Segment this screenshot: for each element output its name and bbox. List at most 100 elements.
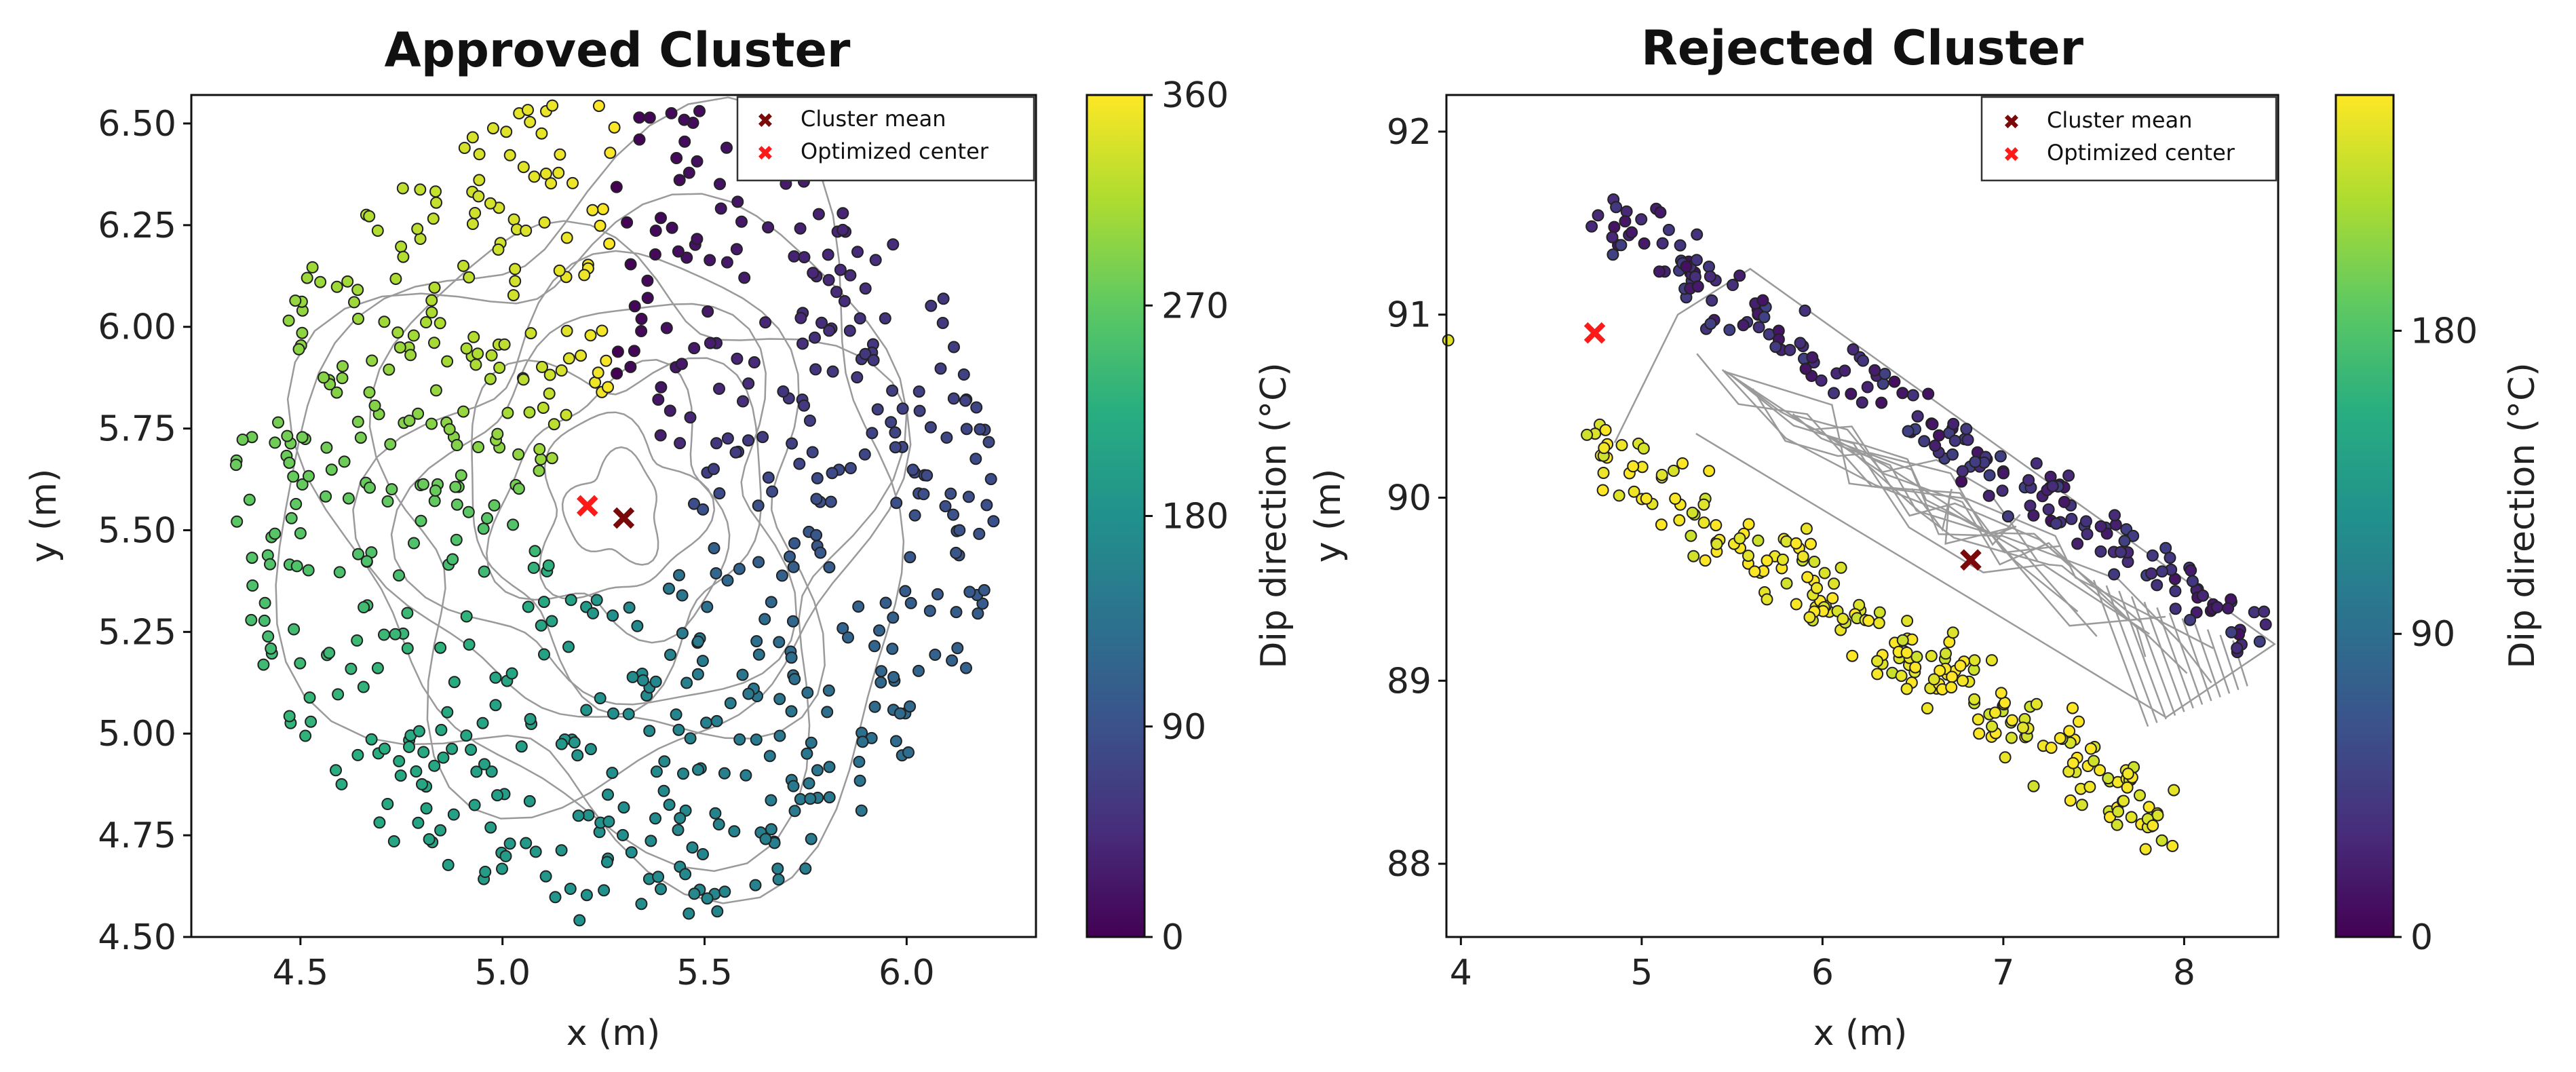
data-point [2185, 564, 2197, 577]
contour-line [2118, 590, 2167, 720]
data-point [733, 562, 746, 575]
data-point [1667, 464, 1680, 477]
data-point [446, 742, 459, 755]
data-point [684, 732, 697, 745]
data-point [1896, 387, 1909, 400]
data-point [678, 135, 691, 148]
data-point [874, 676, 887, 689]
data-point [412, 816, 425, 829]
data-point [886, 384, 899, 397]
data-point [520, 837, 533, 849]
data-point [351, 415, 364, 428]
data-point [1790, 537, 1803, 550]
data-point [414, 233, 427, 245]
colorbar-tick-label: 90 [1161, 707, 1206, 748]
data-point [982, 436, 995, 448]
data-point [628, 345, 640, 358]
data-point [492, 243, 505, 256]
data-point [466, 131, 479, 144]
data-point [937, 292, 950, 305]
data-point [1748, 565, 1761, 578]
data-point [533, 464, 545, 477]
data-point [2186, 575, 2199, 588]
rejected-colorbar-ticks: 0 90 180 [2394, 311, 2478, 958]
data-point [450, 533, 463, 546]
data-point [441, 706, 454, 719]
data-point [1956, 465, 1969, 478]
optimized-center-marker [1583, 322, 1606, 344]
data-point [1710, 537, 1723, 550]
data-point [1988, 706, 2001, 719]
data-point [1758, 311, 1771, 324]
data-point [489, 671, 502, 684]
data-point [607, 707, 619, 720]
contour-line [1721, 368, 2166, 627]
data-point [371, 225, 384, 237]
data-point [283, 710, 296, 723]
data-point [1968, 693, 1981, 706]
data-point [246, 579, 259, 592]
data-point [953, 524, 966, 537]
data-point [628, 300, 641, 313]
data-point [395, 240, 408, 253]
data-point [302, 564, 315, 577]
rejected-contours [1613, 267, 2276, 727]
data-point [972, 607, 984, 620]
data-point [2155, 834, 2168, 847]
data-point [429, 384, 442, 397]
data-point [1592, 209, 1604, 222]
data-point [460, 610, 473, 623]
data-point [868, 640, 881, 653]
data-point [560, 408, 573, 421]
contour-line [1830, 436, 2079, 613]
data-point [1697, 516, 1710, 529]
data-point [571, 749, 584, 762]
contour-line [2092, 579, 2149, 727]
data-point [2211, 600, 2224, 613]
data-point [752, 499, 765, 512]
data-point [1873, 606, 1886, 619]
data-point [572, 809, 585, 822]
data-point [1656, 237, 1669, 250]
data-point [798, 399, 811, 412]
data-point [962, 491, 975, 503]
data-point [600, 354, 613, 367]
data-point [330, 764, 342, 777]
data-point [582, 809, 595, 822]
data-point [1902, 425, 1915, 438]
data-point [1655, 518, 1668, 531]
data-point [580, 889, 593, 902]
data-point [428, 337, 440, 349]
approved-colorbar-bar [1085, 94, 1146, 938]
data-point [2164, 552, 2176, 564]
data-point [822, 684, 835, 697]
x-tick-label: 5 [1630, 953, 1653, 993]
x-tick-label: 4.5 [272, 953, 328, 993]
data-point [493, 362, 506, 374]
data-point [873, 624, 885, 637]
data-point [917, 488, 930, 501]
data-point [750, 733, 763, 746]
data-point [834, 263, 847, 276]
data-point [748, 356, 761, 368]
data-point [1653, 265, 1666, 278]
data-point [1811, 581, 1823, 594]
data-point [664, 404, 676, 417]
data-point [2259, 618, 2272, 631]
data-point [481, 512, 493, 524]
y-tick-label: 88 [1387, 844, 1431, 885]
data-point [1686, 506, 1699, 519]
data-point [893, 707, 906, 720]
data-point [412, 407, 425, 420]
data-point [2050, 517, 2062, 530]
data-point [385, 483, 398, 496]
data-point [622, 708, 635, 721]
rejected-x-ticks: 4 5 6 7 8 [1450, 937, 2195, 993]
data-point [509, 263, 522, 275]
data-point [336, 372, 349, 385]
data-point [724, 697, 737, 710]
contour-line [1730, 374, 2150, 635]
data-point [643, 111, 656, 124]
data-point [364, 481, 376, 494]
data-point [2108, 568, 2121, 581]
